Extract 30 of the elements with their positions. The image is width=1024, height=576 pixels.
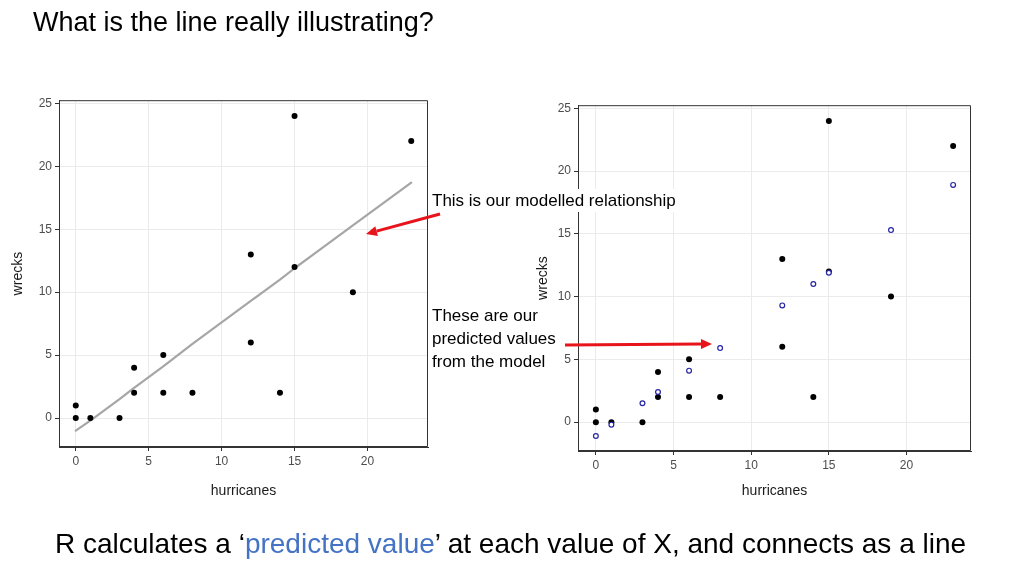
x-tick-label: 5: [670, 457, 678, 472]
y-tick-label: 0: [45, 410, 53, 425]
y-tick-label: 20: [38, 158, 53, 173]
x-tick-label: 20: [360, 453, 375, 468]
y-tick-label: 25: [557, 100, 572, 115]
y-tick-label: 15: [38, 221, 53, 236]
y-tick-label: 25: [38, 95, 53, 110]
y-tick-label: 20: [557, 163, 572, 178]
x-tick-label: 15: [822, 457, 836, 472]
y-tick-label: 15: [557, 226, 572, 241]
y-axis-title: wrecks: [534, 256, 551, 301]
x-tick-label: 10: [214, 453, 229, 468]
x-tick-label: 0: [72, 453, 80, 468]
y-tick-label: 5: [45, 347, 53, 362]
y-tick-label: 10: [38, 284, 53, 299]
x-tick-label: 20: [899, 457, 914, 472]
y-tick-label: 0: [564, 414, 572, 429]
x-tick-label: 10: [744, 457, 759, 472]
x-tick-label: 0: [592, 457, 600, 472]
y-tick-label: 5: [564, 351, 572, 366]
annotation: This is our modelled relationship: [430, 189, 690, 212]
x-axis-title: hurricanes: [210, 482, 277, 499]
x-tick-label: 15: [287, 453, 302, 468]
chart-title: What is the line really illustrating?: [33, 6, 434, 39]
text: These are our predicted values from the model: [430, 304, 562, 373]
text: R calculates a ‘predicted value’ at each value of X, and connects as a line: [55, 528, 967, 559]
y-axis-title: wrecks: [9, 251, 26, 297]
x-axis-title: hurricanes: [741, 482, 808, 499]
x-tick-label: 5: [145, 453, 153, 468]
y-tick-label: 10: [557, 288, 572, 303]
